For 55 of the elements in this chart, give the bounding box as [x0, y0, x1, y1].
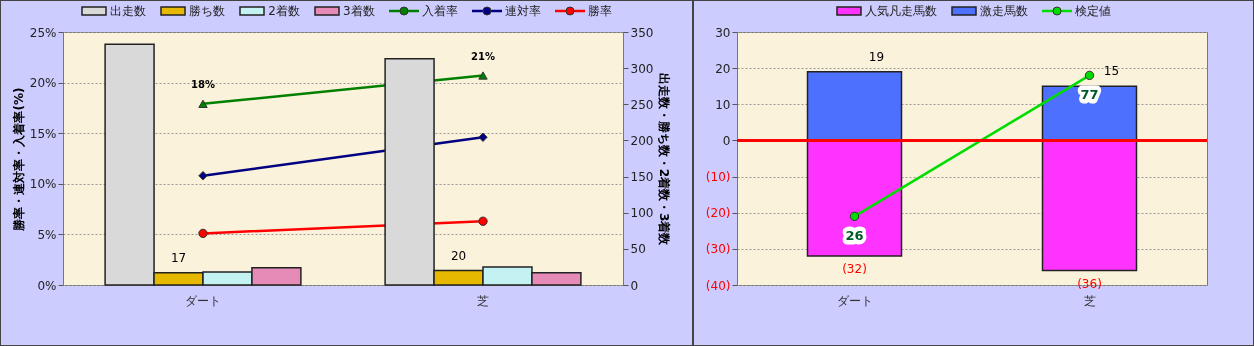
y-tick-label: 25% — [29, 25, 57, 40]
y-tick-label: 30 — [715, 25, 731, 40]
legend-label: 勝ち数 — [189, 2, 226, 20]
y-tick-label: 10% — [29, 177, 57, 192]
y-tick-label: (10) — [705, 170, 731, 185]
y2-tick-label: 350 — [630, 25, 654, 40]
x-tick-label: 芝 — [1083, 293, 1096, 308]
bar — [1041, 139, 1138, 272]
point — [478, 132, 488, 142]
y-tick-label: 5% — [37, 227, 57, 242]
y-axis-title: 勝率・連対率・入着率(%) — [11, 87, 26, 232]
data-label: 17 — [170, 250, 187, 265]
x-tick-label: ダート — [185, 293, 221, 308]
y-tick-label: (30) — [705, 242, 731, 257]
y-tick-label: 20% — [29, 76, 57, 91]
y2-tick-label: 150 — [630, 170, 654, 185]
legend-label: 人気凡走馬数 — [865, 2, 937, 20]
y-tick-label: 15% — [29, 126, 57, 141]
legend-label: 激走馬数 — [980, 2, 1028, 20]
data-label: (36) — [1077, 276, 1102, 291]
data-label: 20 — [450, 248, 467, 263]
annotation: 26 — [845, 228, 864, 244]
legend-label: 3着数 — [343, 2, 375, 20]
y2-tick-label: 0 — [630, 278, 639, 293]
y-tick-label: 0% — [37, 278, 57, 293]
y2-tick-label: 200 — [630, 133, 654, 148]
data-label: 19 — [868, 49, 885, 64]
data-label: 15 — [1103, 64, 1120, 79]
legend-label: 連対率 — [504, 2, 541, 20]
point — [478, 216, 488, 226]
y2-tick-label: 250 — [630, 97, 654, 112]
data-label: (32) — [842, 262, 867, 277]
legend-label: 検定値 — [1075, 2, 1111, 20]
x-tick-label: ダート — [836, 293, 873, 308]
data-label: 18% — [191, 78, 215, 90]
y-tick-label: 10 — [715, 97, 731, 112]
data-label: 21% — [471, 50, 495, 62]
y-tick-label: 0 — [722, 133, 731, 148]
legend-label: 2着数 — [268, 2, 300, 20]
y-tick-label: (20) — [705, 206, 731, 221]
x-tick-label: 芝 — [477, 293, 489, 308]
y-tick-label: (40) — [705, 278, 731, 293]
legend-label: 勝率 — [587, 2, 612, 20]
y2-axis-title: 出走数・勝ち数・2着数・3着数 — [657, 72, 672, 247]
annotation: 77 — [1080, 87, 1099, 103]
legend-label: 出走数 — [110, 2, 147, 20]
point — [198, 228, 208, 239]
y2-tick-label: 100 — [630, 206, 654, 221]
legend-label: 入着率 — [421, 2, 458, 20]
bar — [806, 71, 903, 142]
y2-tick-label: 50 — [630, 242, 646, 257]
y-tick-label: 20 — [715, 61, 731, 76]
y2-tick-label: 300 — [630, 61, 654, 76]
bar — [806, 139, 903, 257]
point — [198, 171, 208, 181]
